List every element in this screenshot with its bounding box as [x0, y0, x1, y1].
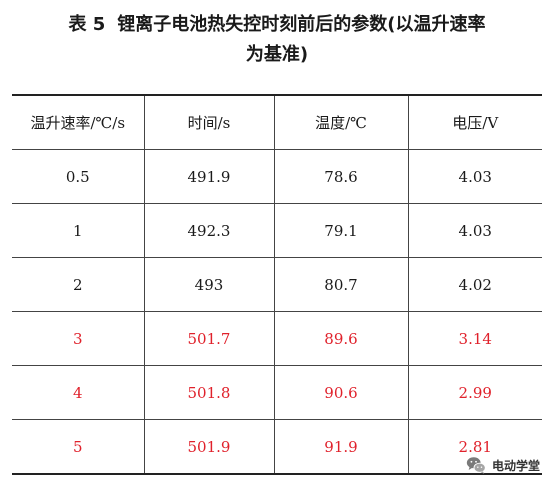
cell-time: 493 [143, 257, 274, 312]
cell-heating-rate: 4 [12, 365, 144, 420]
header-row: 温升速率/℃/s 时间/s 温度/℃ 电压/V [12, 94, 542, 150]
header-time: 时间/s [143, 94, 274, 150]
table-body: 0.5 491.9 78.6 4.03 1 492.3 79.1 4.03 2 493 80.7 4.… [12, 149, 542, 475]
header-heating-rate: 温升速率/℃/s [12, 94, 144, 150]
watermark-text: 电动学堂 [491, 458, 540, 473]
cell-heating-rate: 0.5 [12, 149, 144, 204]
cell-temperature: 89.6 [273, 311, 408, 366]
cell-voltage: 4.03 [407, 149, 542, 204]
cell-time: 501.7 [143, 311, 274, 366]
cell-temperature: 90.6 [273, 365, 408, 420]
table-row: 4 501.8 90.6 2.99 [12, 365, 542, 420]
cell-time: 501.9 [143, 419, 274, 475]
cell-voltage: 4.03 [407, 203, 542, 258]
parameters-table: 温升速率/℃/s 时间/s 温度/℃ 电压/V 0.5 491.9 78.6 4.03… [12, 94, 542, 475]
cell-time: 501.8 [143, 365, 274, 420]
header-temperature: 温度/℃ [273, 94, 408, 150]
cell-heating-rate: 5 [12, 419, 144, 475]
table-row: 0.5 491.9 78.6 4.03 [12, 149, 542, 204]
cell-voltage: 3.14 [407, 311, 542, 366]
table-row: 5 501.9 91.9 2.81 [12, 419, 542, 475]
cell-heating-rate: 3 [12, 311, 144, 366]
cell-temperature: 91.9 [273, 419, 408, 475]
caption-line-2: 为基准) [245, 44, 309, 65]
cell-time: 492.3 [143, 203, 274, 258]
table-title: 锂离子电池热失控时刻前后的参数(以温升速率 [117, 14, 486, 35]
table-row: 2 493 80.7 4.02 [12, 257, 542, 312]
cell-temperature: 80.7 [273, 257, 408, 312]
table-caption: 表 5 锂离子电池热失控时刻前后的参数(以温升速率 为基准) [0, 10, 554, 70]
cell-time: 491.9 [143, 149, 274, 204]
cell-voltage: 2.99 [407, 365, 542, 420]
table-label: 表 5 [68, 14, 106, 35]
table-row: 1 492.3 79.1 4.03 [12, 203, 542, 258]
header-voltage: 电压/V [407, 94, 542, 150]
table-row: 3 501.7 89.6 3.14 [12, 311, 542, 366]
wechat-icon [466, 457, 486, 474]
cell-temperature: 78.6 [273, 149, 408, 204]
caption-line-1: 表 5 锂离子电池热失控时刻前后的参数(以温升速率 [0, 10, 554, 40]
cell-temperature: 79.1 [273, 203, 408, 258]
watermark: 电动学堂 [465, 454, 540, 476]
cell-heating-rate: 1 [12, 203, 144, 258]
cell-voltage: 4.02 [407, 257, 542, 312]
cell-heating-rate: 2 [12, 257, 144, 312]
